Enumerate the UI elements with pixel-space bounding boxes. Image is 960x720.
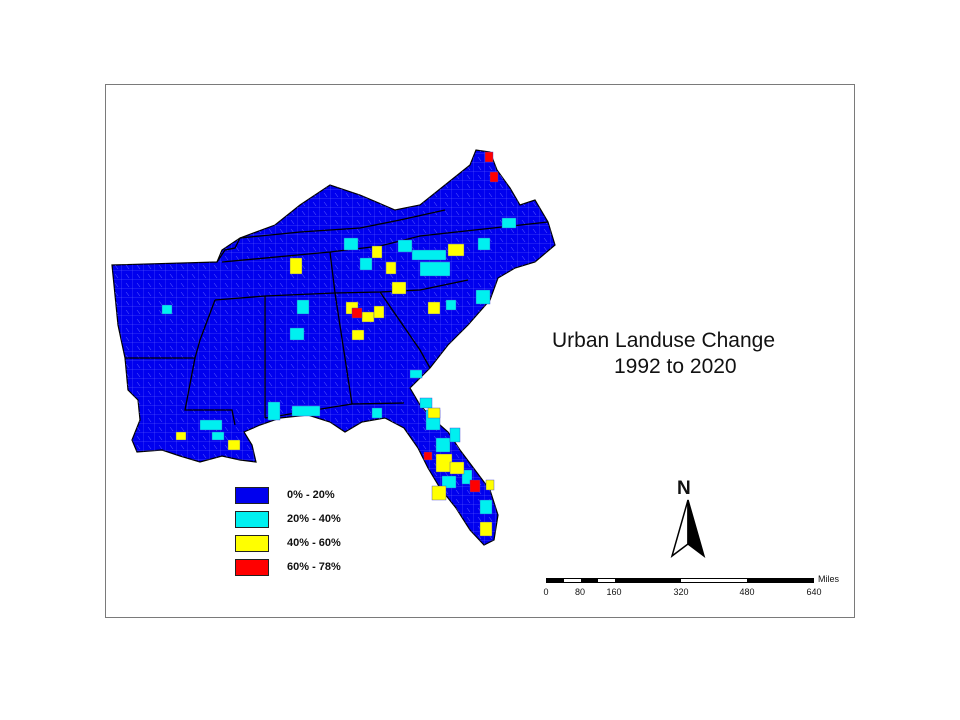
scale-tick: 320: [673, 587, 689, 597]
scale-tick: 160: [606, 587, 622, 597]
change-20-40: [161, 217, 517, 515]
scale-bar: [546, 578, 814, 583]
legend-swatch: [235, 486, 269, 504]
map-title: Urban Landuse Change 1992 to 2020: [552, 328, 775, 380]
legend-label: 40% - 60%: [287, 537, 341, 549]
scale-tick: 480: [739, 587, 755, 597]
legend-label: 60% - 78%: [287, 561, 341, 573]
scale-tick: 640: [806, 587, 822, 597]
north-arrow-icon: [670, 499, 706, 558]
scale-unit-label: Miles: [818, 574, 840, 584]
legend-swatch: [235, 534, 269, 552]
legend-item: 20% - 40%: [235, 507, 341, 531]
map-title-line1: Urban Landuse Change: [552, 329, 776, 352]
scale-tick-labels: 0 80 160 320 480 640: [0, 587, 960, 601]
scale-tick: 80: [574, 587, 586, 597]
scale-tick: 0: [543, 587, 549, 597]
legend-swatch: [235, 558, 269, 576]
legend: 0% - 20% 20% - 40% 40% - 60% 60% - 78%: [235, 483, 341, 579]
legend-item: 60% - 78%: [235, 555, 341, 579]
legend-label: 20% - 40%: [287, 513, 341, 525]
legend-swatch: [235, 510, 269, 528]
map-title-line2: 1992 to 2020: [614, 355, 737, 378]
legend-label: 0% - 20%: [287, 489, 335, 501]
legend-item: 0% - 20%: [235, 483, 341, 507]
legend-item: 40% - 60%: [235, 531, 341, 555]
change-60-78: [351, 151, 499, 493]
north-label: N: [677, 478, 691, 499]
